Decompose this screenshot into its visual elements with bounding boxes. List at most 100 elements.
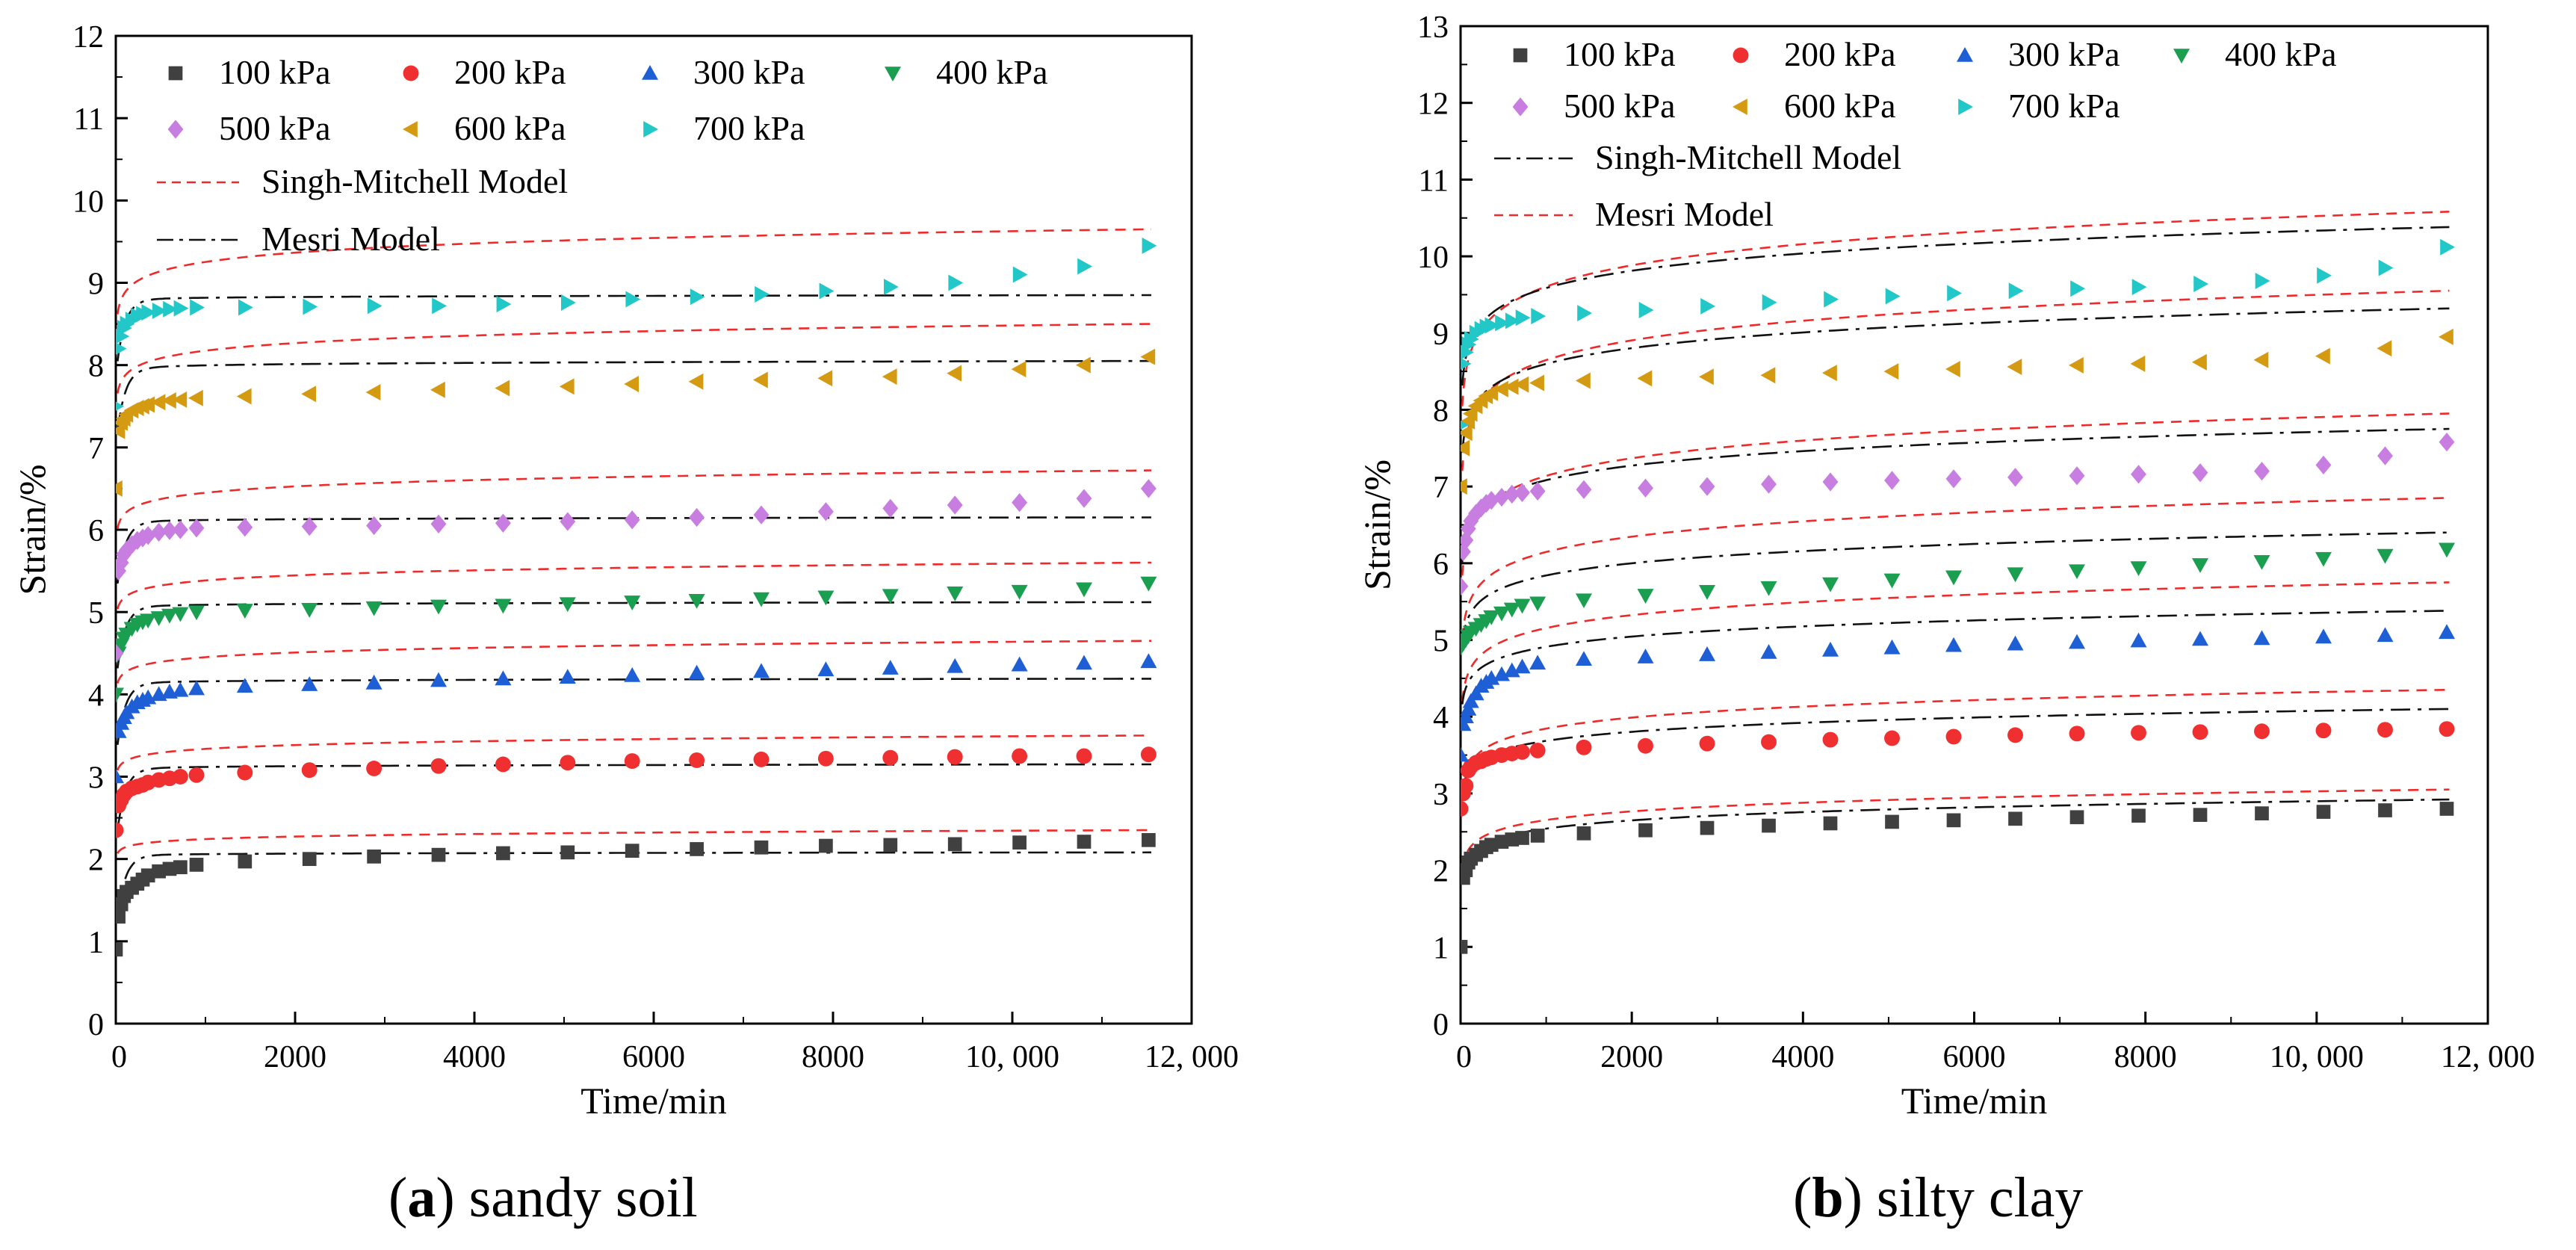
marker-300-kpa [236,678,253,693]
marker-700-kpa [819,282,835,300]
marker-200-kpa [1822,731,1839,748]
marker-500-kpa [624,510,640,530]
marker-600-kpa [430,381,445,398]
marker-600-kpa [161,392,176,409]
legend-label-400-kpa: 400 kPa [936,53,1048,91]
marker-200-kpa [947,749,963,765]
y-tick-label: 7 [88,432,104,466]
marker-400-kpa [150,611,167,626]
marker-600-kpa [2439,328,2453,345]
curve-singh-mitchell-500-kpa [117,469,1152,529]
marker-700-kpa [303,298,318,315]
marker-500-kpa [2315,455,2332,475]
y-tick-label: 9 [88,267,104,302]
marker-400-kpa [2253,554,2270,570]
y-tick-label: 5 [1433,625,1449,659]
y-tick-label: 1 [88,926,104,960]
y-tick-label: 10 [1417,241,1449,275]
marker-500-kpa [2069,466,2085,486]
y-tick-label: 11 [1419,164,1449,198]
marker-400-kpa [1529,596,1546,612]
marker-700-kpa [190,299,205,316]
marker-500-kpa [430,514,447,533]
marker-500-kpa [161,521,178,540]
marker-300-kpa [2130,632,2147,648]
y-tick-label: 8 [1433,394,1449,428]
legend-label-600-kpa: 600 kPa [454,109,566,147]
marker-600-kpa [1503,378,1519,395]
y-tick-label: 13 [1417,10,1449,45]
marker-100-kpa [302,852,317,867]
legend-marker-700-kpa [643,121,658,137]
marker-400-kpa [116,687,124,703]
marker-100-kpa [152,864,166,879]
marker-400-kpa [1760,581,1777,596]
y-tick-label: 8 [88,350,104,384]
marker-400-kpa [2192,558,2208,573]
marker-300-kpa [1529,655,1546,670]
marker-500-kpa [495,513,511,533]
marker-100-kpa [2439,802,2454,816]
x-tick-label: 2000 [264,1040,326,1074]
marker-400-kpa [1514,598,1531,614]
caption-a-text: sandy soil [469,1166,698,1229]
y-tick-label: 5 [88,596,104,631]
marker-100-kpa [754,840,769,855]
marker-100-kpa [1012,835,1027,850]
marker-100-kpa [2008,811,2022,826]
marker-400-kpa [1883,573,1901,589]
legend-label-200-kpa: 200 kPa [454,53,566,91]
marker-400-kpa [1945,570,1962,586]
marker-500-kpa [151,522,167,542]
marker-500-kpa [1699,477,1715,496]
marker-500-kpa [237,518,253,537]
curve-singh-mitchell-600-kpa [117,323,1152,394]
marker-100-kpa [1077,835,1092,849]
marker-500-kpa [1576,480,1592,499]
marker-500-kpa [753,505,770,525]
marker-700-kpa [561,294,576,311]
marker-200-kpa [1514,744,1530,760]
marker-500-kpa [817,502,834,522]
marker-300-kpa [1461,700,1477,716]
marker-300-kpa [2007,635,2024,651]
marker-200-kpa [2007,727,2023,743]
marker-100-kpa [2378,803,2392,817]
legend-marker-200-kpa [1733,47,1749,64]
legend-marker-100-kpa [1513,48,1528,63]
x-axis-title: Time/min [580,1080,726,1121]
y-tick-label: 4 [1433,701,1449,735]
marker-200-kpa [2192,724,2208,740]
marker-600-kpa [1011,361,1027,378]
x-tick-label: 8000 [2114,1040,2177,1074]
marker-500-kpa [882,498,899,519]
marker-100-kpa [1530,829,1545,843]
x-tick-label: 4000 [1771,1040,1834,1074]
marker-500-kpa [2131,465,2146,484]
marker-500-kpa [1076,489,1092,508]
legend-label-700-kpa: 700 kPa [2008,87,2120,125]
marker-500-kpa [1945,469,1962,489]
marker-400-kpa [1503,602,1520,618]
marker-500-kpa [1461,530,1474,550]
x-tick-label: 10, 000 [965,1040,1059,1074]
marker-200-kpa [430,758,447,774]
marker-200-kpa [2377,722,2393,738]
marker-700-kpa [690,288,705,306]
marker-600-kpa [188,389,203,406]
marker-700-kpa [1461,420,1469,430]
marker-100-kpa [1576,826,1591,841]
marker-500-kpa [366,516,383,536]
marker-700-kpa [1577,305,1592,322]
marker-400-kpa [753,592,770,607]
legend-label-400-kpa: 400 kPa [2225,35,2337,73]
marker-300-kpa [1883,639,1901,655]
marker-600-kpa [688,373,704,390]
marker-600-kpa [2007,358,2022,375]
marker-200-kpa [1699,735,1715,752]
marker-200-kpa [1638,737,1653,754]
marker-700-kpa [1142,237,1157,254]
marker-300-kpa [1637,649,1654,663]
legend-label-500-kpa: 500 kPa [219,109,331,147]
